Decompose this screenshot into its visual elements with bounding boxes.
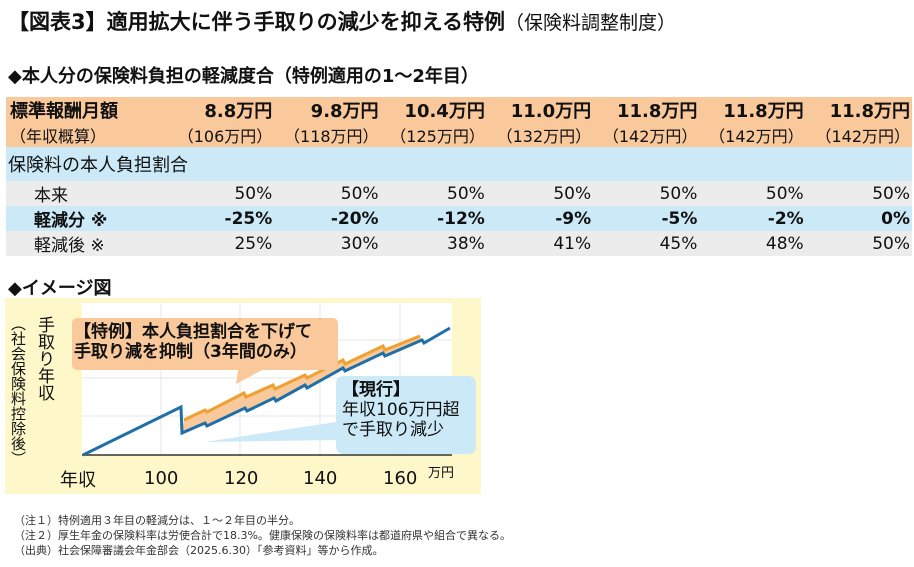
special-callout: 【特例】本人負担割合を下げて 手取り減を抑制（3年間のみ）	[74, 322, 312, 362]
x-tick: 120	[224, 468, 259, 489]
current-callout: 【現行】 年収106万円超 で手取り減少	[342, 380, 460, 440]
y-axis-label: 手取り年収	[34, 316, 54, 401]
section-row: 保険料の本人負担割合	[6, 147, 912, 181]
x-tick: 160	[383, 468, 418, 489]
table-row: 軽減後 ※ 25% 30% 38% 41% 45% 48% 50%	[6, 231, 912, 256]
table-row: 軽減分 ※ -25% -20% -12% -9% -5% -2% 0%	[6, 206, 912, 231]
figure-title: 【図表3】適用拡大に伴う手取りの減少を抑える特例（保険料調整制度）	[8, 10, 676, 34]
current-line	[82, 326, 451, 457]
monthly-row: 標準報酬月額 8.8万円 9.8万円 10.4万円 11.0万円 11.8万円 11.8万…	[6, 97, 912, 123]
special-line	[183, 334, 421, 422]
current-callout-bubble	[205, 376, 476, 454]
notes: （注１）特例適用３年目の軽減分は、１～２年目の半分。 （注２）厚生年金の保険料率…	[14, 514, 511, 557]
y-axis-sublabel: （社会保険料控除後）	[9, 316, 27, 466]
reduction-table: 標準報酬月額 8.8万円 9.8万円 10.4万円 11.0万円 11.8万円 11.8万…	[6, 97, 912, 256]
table-heading: ◆本人分の保険料負担の軽減度合（特例適用の1～2年目）	[8, 66, 479, 87]
special-callout-bubble	[72, 318, 338, 384]
image-heading: ◆イメージ図	[8, 278, 112, 299]
table-row: 本来 50% 50% 50% 50% 50% 50% 50%	[6, 181, 912, 206]
x-axis-label: 年収	[60, 470, 96, 491]
x-tick: 100	[144, 468, 179, 489]
x-unit: 万円	[428, 466, 455, 481]
annual-row: （年収概算） （106万円） （118万円） （125万円） （132万円） （142万…	[6, 123, 912, 147]
x-tick: 140	[303, 468, 338, 489]
